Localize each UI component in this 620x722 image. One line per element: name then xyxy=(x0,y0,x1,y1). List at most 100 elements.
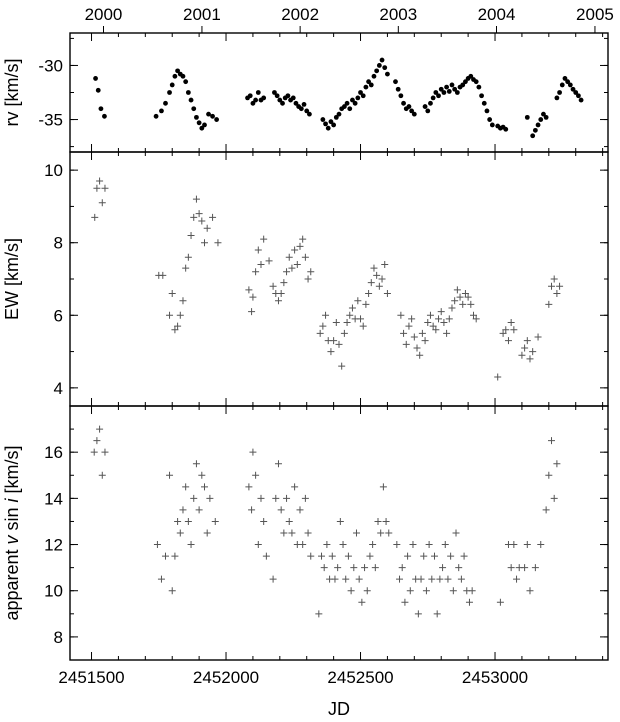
vsini-point xyxy=(254,541,262,549)
vsini-point xyxy=(318,552,326,560)
ew-point xyxy=(343,319,351,327)
ew-point xyxy=(179,297,187,305)
rv-point xyxy=(350,97,355,103)
rv-point xyxy=(320,117,326,122)
vsini-point xyxy=(257,494,265,502)
ew-point xyxy=(370,264,378,272)
rv-point xyxy=(452,86,458,92)
rv-point xyxy=(202,122,207,128)
vsini-point xyxy=(537,541,545,549)
ew-point xyxy=(510,326,518,334)
rv-point xyxy=(347,106,353,112)
vsini-point xyxy=(521,564,529,572)
vsini-point xyxy=(176,529,184,537)
ew-point xyxy=(98,199,106,207)
rv-point xyxy=(272,90,277,95)
rv-point xyxy=(191,106,197,112)
vsini-point xyxy=(401,598,409,606)
vsini-point xyxy=(374,517,382,525)
vsini-point xyxy=(98,471,106,479)
vsini-point xyxy=(355,575,363,583)
rv-point xyxy=(167,90,172,95)
vsini-point xyxy=(523,541,531,549)
ew-point xyxy=(335,340,343,348)
vsini-point xyxy=(262,552,270,560)
vsini-point xyxy=(422,587,430,595)
vsini-point xyxy=(179,506,187,514)
ew-point xyxy=(518,351,526,359)
vsini-point xyxy=(274,460,282,468)
ew-point xyxy=(96,177,104,185)
ew-point xyxy=(556,282,564,290)
vsini-point xyxy=(339,541,347,549)
ew-point xyxy=(499,329,507,337)
vsini-point xyxy=(328,552,336,560)
rv-point xyxy=(206,111,211,117)
rv-point xyxy=(169,82,175,88)
y-tick-label: 14 xyxy=(44,489,63,508)
ew-point xyxy=(440,319,448,327)
ew-point xyxy=(373,271,381,279)
ew-point xyxy=(301,253,309,261)
rv-point xyxy=(163,100,168,106)
ew-point xyxy=(405,322,413,330)
rv-point xyxy=(172,73,178,79)
ew-point xyxy=(550,275,558,283)
rv-point xyxy=(393,79,398,85)
vsini-point xyxy=(553,460,561,468)
vsini-point xyxy=(447,552,455,560)
rv-point xyxy=(446,89,452,94)
vsini-point xyxy=(301,494,309,502)
rv-point xyxy=(344,100,350,106)
ew-point xyxy=(418,329,426,337)
rv-point xyxy=(199,125,205,131)
ew-point xyxy=(198,217,206,225)
vsini-point xyxy=(198,471,206,479)
vsini-point xyxy=(249,448,257,456)
rv-point xyxy=(360,93,366,99)
rv-point xyxy=(328,119,334,125)
panel-3-y-label: apparent v sin i [km/s] xyxy=(2,445,22,620)
vsini-point xyxy=(444,575,452,583)
ew-point xyxy=(257,260,265,268)
vsini-point xyxy=(550,494,558,502)
vsini-point xyxy=(379,483,387,491)
y-tick-label: 10 xyxy=(44,161,63,180)
rv-point xyxy=(535,122,541,128)
ew-point xyxy=(548,282,556,290)
vsini-point xyxy=(206,494,214,502)
rv-point xyxy=(487,117,493,122)
vsini-point xyxy=(269,575,277,583)
ew-point xyxy=(383,290,391,298)
ew-point xyxy=(291,246,299,254)
rv-point xyxy=(409,108,415,114)
rv-point xyxy=(371,73,377,79)
vsini-point xyxy=(203,529,211,537)
vsini-point xyxy=(201,483,208,491)
ew-point xyxy=(288,264,296,272)
ew-point xyxy=(93,184,101,192)
ew-point xyxy=(283,268,291,276)
ew-point xyxy=(327,348,335,356)
rv-point xyxy=(484,108,490,114)
ew-point xyxy=(459,300,467,308)
ew-point xyxy=(451,297,459,305)
vsini-point xyxy=(280,529,288,537)
rv-point xyxy=(425,108,431,114)
rv-point xyxy=(93,76,98,81)
year-label: 2003 xyxy=(379,5,417,24)
rv-point xyxy=(543,114,549,120)
y-tick-label: 4 xyxy=(54,379,63,398)
rv-point xyxy=(576,93,581,99)
vsini-point xyxy=(409,541,417,549)
rv-point xyxy=(532,127,538,133)
rv-point xyxy=(368,82,374,88)
ew-point xyxy=(470,311,477,319)
vsini-point xyxy=(496,598,504,606)
vsini-point xyxy=(334,564,342,572)
vsini-point xyxy=(350,564,358,572)
y-tick-label: 10 xyxy=(44,582,63,601)
rv-point xyxy=(290,95,296,101)
ew-point xyxy=(494,373,502,381)
panel-3-frame xyxy=(69,405,609,661)
